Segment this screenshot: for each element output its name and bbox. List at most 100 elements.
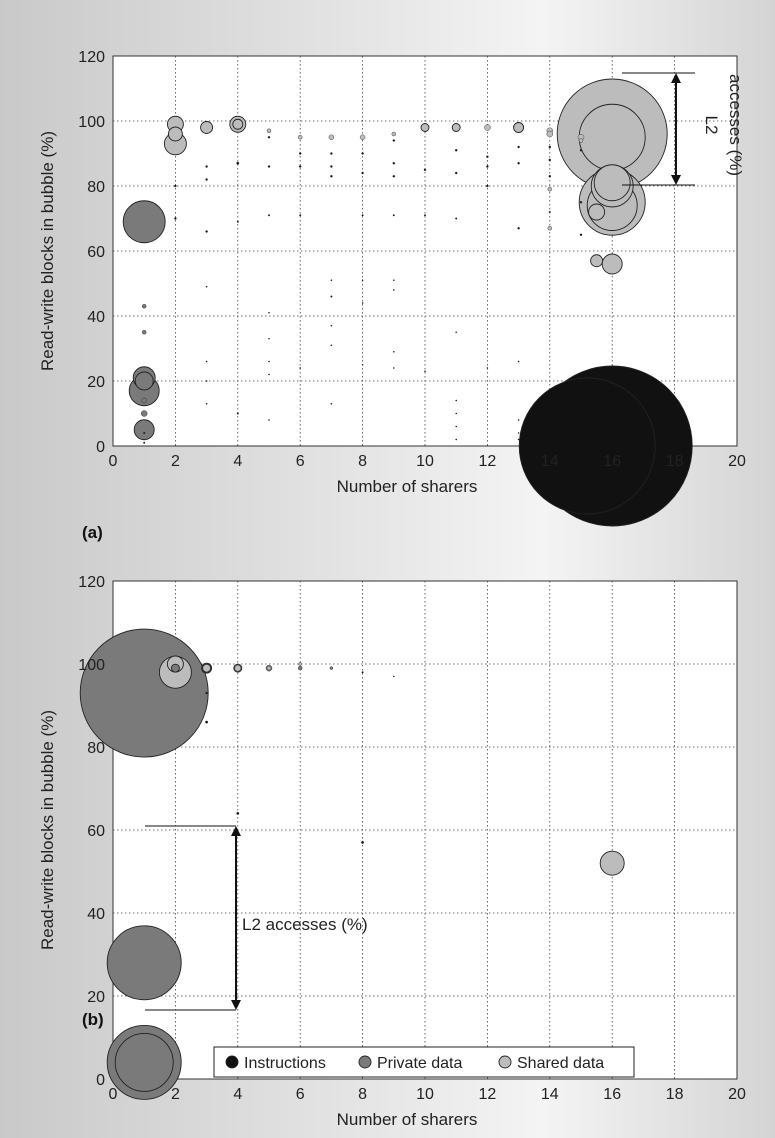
bubble-shared-data xyxy=(484,124,491,131)
bubble-instructions xyxy=(361,171,364,175)
x-tick-label: 8 xyxy=(358,1086,367,1103)
bubble-instructions xyxy=(424,370,426,373)
bubble-instructions xyxy=(330,344,333,347)
bubble-shared-data xyxy=(547,187,552,192)
bubble-instructions xyxy=(205,230,208,233)
bubble-instructions xyxy=(268,419,270,421)
legend: Instructions Private data Shared data xyxy=(213,1046,635,1078)
x-tick-label: 20 xyxy=(728,453,746,470)
bubble-private-data xyxy=(141,397,147,404)
x-tick-label: 18 xyxy=(666,1086,684,1103)
bubble-instructions xyxy=(517,227,520,230)
bubble-shared-data xyxy=(359,134,366,140)
legend-box xyxy=(213,1046,635,1078)
bubble-instructions xyxy=(143,432,146,435)
x-tick-label: 4 xyxy=(233,453,242,470)
bubble-instructions xyxy=(392,162,395,165)
bubble-shared-data xyxy=(167,126,183,142)
bubble-private-data xyxy=(134,371,154,391)
size-scale-arrow-up xyxy=(231,826,241,836)
bubble-private-data xyxy=(170,663,180,673)
bubble-instructions xyxy=(236,161,240,165)
size-scale-label: L2 accesses (%) xyxy=(242,915,368,934)
bubble-instructions xyxy=(455,331,458,334)
bubble-instructions xyxy=(361,279,364,282)
bubble-instructions xyxy=(205,691,208,695)
bubble-instructions xyxy=(486,184,489,188)
x-tick-label: 0 xyxy=(109,1086,118,1103)
bubble-instructions xyxy=(267,165,271,168)
bubble-instructions xyxy=(517,438,520,441)
legend-label: Private data xyxy=(377,1055,462,1072)
bubble-instructions xyxy=(486,165,489,168)
bubble-instructions xyxy=(392,139,395,142)
bubble-instructions xyxy=(455,217,458,220)
bubble-private-data xyxy=(122,200,166,244)
bubble-shared-data xyxy=(266,665,272,671)
y-tick-label: 0 xyxy=(96,1072,105,1089)
bubble-shared-data xyxy=(578,138,584,143)
panel-label: (a) xyxy=(82,523,103,542)
bubble-instructions xyxy=(174,217,177,220)
size-scale-arrow-up xyxy=(671,73,681,83)
bubble-instructions xyxy=(330,152,333,155)
bubble-private-data xyxy=(141,304,147,309)
size-scale-arrow-down xyxy=(231,1000,241,1010)
bubble-shared-data xyxy=(266,128,272,133)
y-tick-label: 100 xyxy=(78,657,105,674)
bubble-instructions xyxy=(455,149,458,152)
bubble-shared-data xyxy=(593,164,631,202)
bubble-instructions xyxy=(361,363,364,366)
plot-frame xyxy=(112,55,738,447)
y-tick-label: 120 xyxy=(78,574,105,591)
bubble-instructions xyxy=(455,171,458,175)
bubble-instructions xyxy=(361,152,364,155)
bubble-shared-data xyxy=(578,103,646,171)
x-tick-label: 14 xyxy=(541,1086,559,1103)
bubble-instructions xyxy=(205,380,208,382)
y-tick-label: 80 xyxy=(87,740,105,757)
bubble-instructions xyxy=(236,812,240,815)
bubble-private-data xyxy=(329,666,334,670)
x-axis-label: Number of sharers xyxy=(337,1110,478,1129)
bubble-shared-data xyxy=(451,123,461,132)
bubble-instructions xyxy=(268,214,271,217)
x-tick-label: 4 xyxy=(233,1086,242,1103)
bubble-instructions xyxy=(579,149,583,152)
y-axis-label: Read-write blocks in bubble (%) xyxy=(38,131,57,371)
x-tick-label: 2 xyxy=(171,453,180,470)
bubble-shared-data xyxy=(590,254,604,268)
size-scale: L2 accesses (%) xyxy=(622,72,745,186)
y-tick-label: 120 xyxy=(78,49,105,66)
plot-frame xyxy=(112,580,738,1080)
legend-item: Shared data xyxy=(498,1055,604,1072)
bubble-instructions xyxy=(174,184,177,188)
bubble-instructions xyxy=(205,402,208,405)
bubble-instructions xyxy=(205,720,209,724)
bubble-instructions xyxy=(268,337,270,340)
x-tick-label: 6 xyxy=(296,453,305,470)
bubble-shared-data xyxy=(298,662,302,666)
y-tick-label: 60 xyxy=(87,244,105,261)
legend-marker xyxy=(498,1055,512,1069)
y-tick-label: 60 xyxy=(87,823,105,840)
y-tick-label: 80 xyxy=(87,179,105,196)
bubble-instructions xyxy=(205,165,208,168)
bubble-instructions xyxy=(236,412,239,415)
y-tick-label: 20 xyxy=(87,374,105,391)
bubble-private-data xyxy=(298,665,303,671)
bubble-shared-data xyxy=(298,135,303,140)
bubble-instructions xyxy=(236,220,239,223)
bubbles xyxy=(122,78,693,527)
bubble-private-data xyxy=(133,419,155,441)
bubble-private-data xyxy=(141,330,147,335)
bubble-shared-data xyxy=(232,118,244,130)
bubble-instructions xyxy=(392,675,395,678)
legend-label: Instructions xyxy=(244,1055,326,1072)
bubble-instructions xyxy=(143,441,146,444)
bubble-instructions xyxy=(268,373,270,376)
size-scale-arrow-down xyxy=(671,175,681,185)
bubble-instructions xyxy=(517,162,520,165)
bubble-instructions xyxy=(330,324,333,327)
